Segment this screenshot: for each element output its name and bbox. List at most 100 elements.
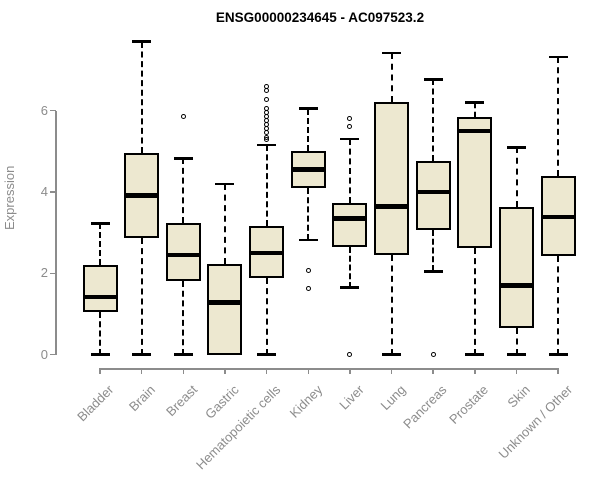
box-bladder (82, 265, 118, 312)
box-breast (165, 223, 201, 282)
whisker-upper-gastric (223, 183, 226, 265)
whisker-upper-brain (140, 41, 143, 153)
x-tick-label-brain: Brain (126, 382, 159, 415)
outlier-point-pancreas (430, 352, 436, 358)
y-tick (50, 191, 56, 193)
outlier-point-liver (347, 124, 353, 130)
whisker-lower-brain (140, 237, 143, 355)
whisker-cap-lower-liver (340, 286, 360, 289)
whisker-lower-liver (348, 246, 351, 288)
median-line-prostate (457, 128, 493, 134)
x-tick (307, 368, 309, 375)
median-line-breast (165, 252, 201, 258)
whisker-cap-upper-brain (132, 40, 152, 43)
whisker-lower-skin (515, 328, 518, 355)
median-line-lung (374, 204, 410, 209)
x-tick-label-prostate: Prostate (446, 382, 492, 427)
chart-title: ENSG00000234645 - AC097523.2 (215, 10, 425, 25)
whisker-upper-bladder (99, 223, 101, 266)
outlier-point-kidney (305, 286, 311, 292)
y-tick-label: 4 (40, 184, 48, 200)
x-tick-label-breast: Breast (162, 382, 200, 420)
whisker-lower-breast (182, 281, 185, 355)
outlier-point-liver (347, 116, 353, 122)
median-line-liver (332, 216, 368, 221)
box-gastric (207, 264, 243, 355)
whisker-cap-upper-bladder (90, 222, 110, 225)
whisker-upper-prostate (473, 102, 476, 117)
whisker-upper-pancreas (432, 79, 435, 162)
box-pancreas (415, 161, 451, 231)
x-tick (140, 368, 143, 375)
median-line-kidney (290, 167, 326, 172)
x-tick-label-liver: Liver (335, 382, 367, 413)
whisker-lower-unknown-other (557, 256, 560, 355)
whisker-upper-hematopoietic-cells (265, 145, 268, 226)
whisker-cap-lower-hematopoietic-cells (257, 353, 277, 356)
outlier-point-liver (347, 352, 353, 358)
whisker-cap-lower-kidney (298, 238, 318, 242)
whisker-cap-upper-kidney (298, 107, 318, 110)
whisker-cap-upper-unknown-other (548, 55, 568, 59)
y-tick (50, 272, 56, 275)
whisker-cap-upper-lung (382, 51, 402, 55)
x-tick-label-skin: Skin (504, 382, 534, 411)
median-line-unknown-other (540, 214, 576, 220)
x-tick-label-gastric: Gastric (201, 382, 242, 422)
whisker-upper-kidney (307, 108, 310, 152)
whisker-lower-bladder (99, 311, 101, 355)
y-tick (50, 109, 56, 112)
x-tick (265, 368, 268, 375)
whisker-cap-lower-prostate (465, 353, 485, 356)
whisker-cap-lower-brain (132, 353, 152, 356)
x-tick (515, 368, 518, 375)
x-tick (432, 368, 434, 375)
box-lung (374, 101, 410, 256)
median-line-bladder (82, 294, 118, 300)
whisker-lower-pancreas (432, 230, 435, 272)
whisker-cap-upper-hematopoietic-cells (257, 143, 277, 147)
x-tick (224, 368, 226, 375)
median-line-brain (124, 193, 160, 198)
box-prostate (457, 116, 493, 248)
outlier-point-hematopoietic-cells (264, 137, 269, 143)
x-axis-line (99, 368, 559, 370)
y-tick-label: 2 (40, 265, 48, 281)
whisker-cap-lower-lung (382, 353, 402, 356)
whisker-cap-upper-prostate (465, 101, 485, 104)
outlier-point-kidney (305, 267, 311, 273)
whisker-cap-lower-skin (507, 353, 526, 356)
whisker-upper-liver (348, 139, 351, 204)
x-tick-label-unknown-other: Unknown / Other (495, 382, 575, 462)
whisker-cap-upper-breast (173, 157, 193, 160)
x-tick (99, 368, 101, 375)
whisker-cap-upper-liver (340, 137, 360, 141)
median-line-hematopoietic-cells (249, 250, 285, 256)
whisker-upper-skin (515, 147, 518, 208)
outlier-point-hematopoietic-cells (264, 87, 269, 93)
whisker-cap-upper-pancreas (423, 78, 443, 81)
box-liver (332, 203, 368, 247)
x-tick (557, 368, 559, 375)
x-tick (390, 368, 393, 375)
whisker-cap-lower-breast (173, 353, 193, 356)
x-tick (474, 368, 476, 375)
x-tick (349, 368, 351, 375)
outlier-point-breast (180, 114, 186, 120)
whisker-cap-lower-unknown-other (548, 353, 568, 356)
y-tick (50, 353, 56, 356)
outlier-point-hematopoietic-cells (264, 96, 269, 102)
whisker-cap-upper-skin (507, 146, 526, 149)
median-line-gastric (207, 300, 243, 305)
whisker-lower-lung (390, 255, 393, 355)
whisker-cap-lower-pancreas (423, 270, 443, 273)
x-tick (182, 368, 185, 375)
y-tick-label: 6 (40, 102, 48, 118)
whisker-upper-breast (182, 158, 185, 224)
whisker-lower-kidney (307, 187, 310, 240)
y-tick-label: 0 (40, 346, 48, 362)
x-tick-label-lung: Lung (377, 382, 409, 414)
whisker-cap-lower-bladder (90, 353, 110, 356)
